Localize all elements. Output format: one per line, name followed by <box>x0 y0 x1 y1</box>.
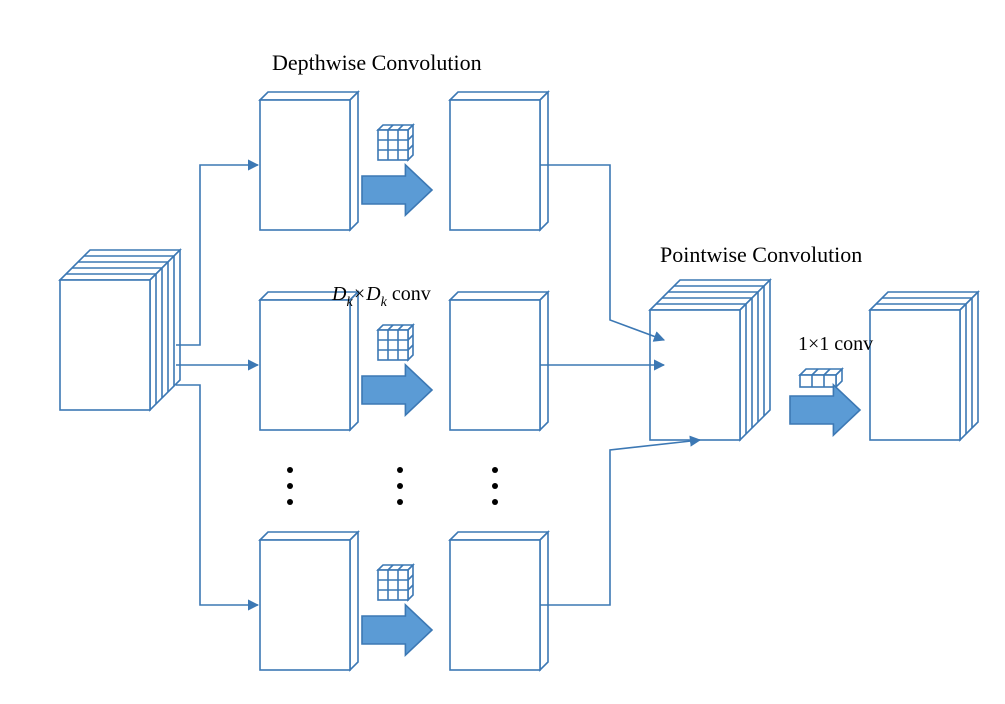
output-tensor-stack <box>870 292 978 440</box>
ellipsis-dot <box>397 483 403 489</box>
depthwise-arrow-1 <box>362 365 432 415</box>
dk-kernel-icon-1 <box>378 325 413 360</box>
dk-conv-label: Dk×Dk conv <box>331 283 431 310</box>
one-by-one-kernel-icon <box>800 369 842 387</box>
depthwise-arrow-2 <box>362 605 432 655</box>
concat-tensor-stack <box>650 280 770 440</box>
ellipsis-dot <box>492 467 498 473</box>
ellipsis-dot <box>287 467 293 473</box>
input-tensor-stack <box>60 250 180 410</box>
depthwise-output-panel-2 <box>450 532 548 670</box>
depthwise-input-panel-1 <box>260 292 358 430</box>
ellipsis-dot <box>287 483 293 489</box>
ellipsis-dot <box>397 499 403 505</box>
depthwise-arrow-0 <box>362 165 432 215</box>
depthwise-output-panel-1 <box>450 292 548 430</box>
merge-arrow-0 <box>540 165 664 340</box>
ellipsis-dot <box>492 483 498 489</box>
dk-kernel-icon-0 <box>378 125 413 160</box>
split-arrow-2 <box>176 385 258 605</box>
split-arrow-0 <box>176 165 258 345</box>
dk-kernel-icon-2 <box>378 565 413 600</box>
pointwise-title: Pointwise Convolution <box>660 242 862 267</box>
depthwise-output-panel-0 <box>450 92 548 230</box>
depthwise-title: Depthwise Convolution <box>272 50 482 75</box>
one-conv-label: 1×1 conv <box>798 333 873 355</box>
ellipsis-dot <box>287 499 293 505</box>
merge-arrow-2 <box>540 440 700 605</box>
pointwise-arrow <box>790 385 860 435</box>
ellipsis-dot <box>397 467 403 473</box>
ellipsis-dot <box>492 499 498 505</box>
depthwise-input-panel-0 <box>260 92 358 230</box>
depthwise-input-panel-2 <box>260 532 358 670</box>
